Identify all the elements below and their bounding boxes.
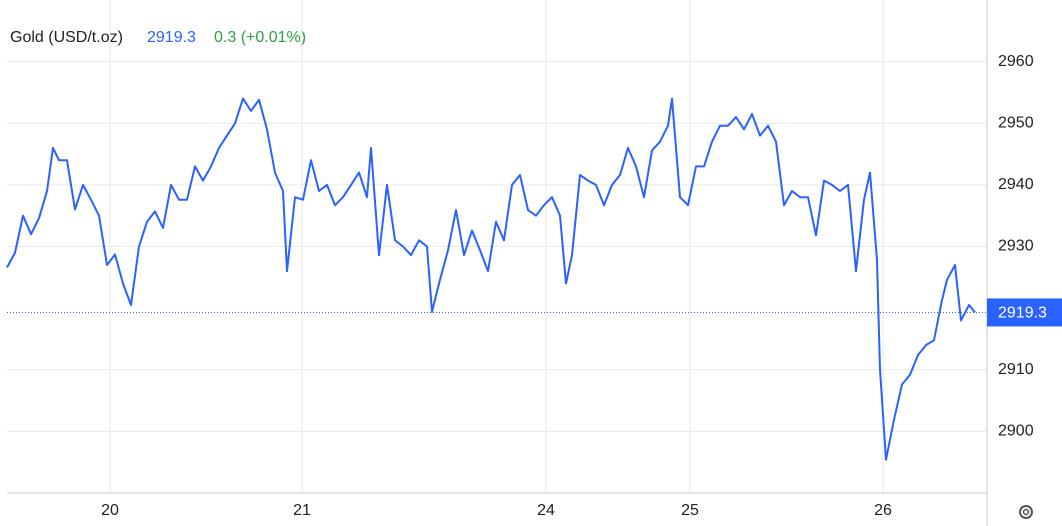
- gear[interactable]: [1019, 505, 1033, 519]
- header-change: 0.3 (+0.01%): [214, 29, 306, 46]
- y-tick-label: 2960: [998, 53, 1034, 70]
- x-tick-label: 24: [537, 502, 555, 519]
- y-tick-label: 2940: [998, 176, 1034, 193]
- y-tick-label: 2900: [998, 423, 1034, 440]
- x-tick-label: 26: [874, 502, 892, 519]
- price-line: [6, 97, 976, 461]
- x-tick-label: 20: [101, 502, 119, 519]
- gear-hub[interactable]: [1022, 508, 1030, 516]
- x-tick-label: 25: [681, 502, 699, 519]
- x-tick-label: 21: [293, 502, 311, 519]
- y-tick-label: 2910: [998, 361, 1034, 378]
- last-price-box: [987, 298, 1062, 327]
- y-tick-label: 2950: [998, 114, 1034, 131]
- last-price-label: 2919.3: [998, 305, 1047, 322]
- y-tick-label: 2930: [998, 238, 1034, 255]
- chart-title: Gold (USD/t.oz): [10, 29, 123, 46]
- header-price: 2919.3: [147, 29, 196, 46]
- settings-icon[interactable]: [1019, 505, 1033, 519]
